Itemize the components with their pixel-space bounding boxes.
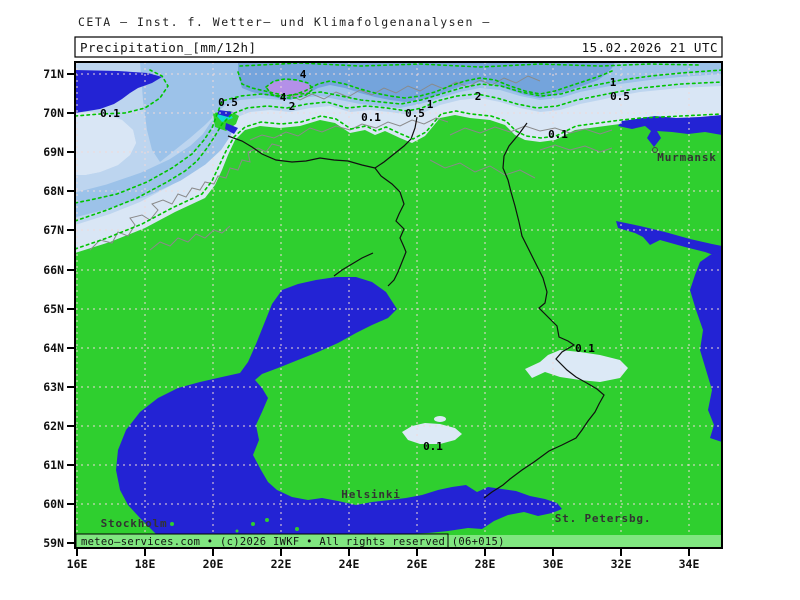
city-label: Murmansk bbox=[657, 151, 716, 164]
coastline-fjords bbox=[539, 144, 613, 153]
copyright-text: meteo–services.com • (c)2026 IWKF • All … bbox=[81, 536, 505, 548]
lat-label: 59N bbox=[43, 536, 64, 550]
lat-label: 61N bbox=[43, 458, 64, 472]
coastline-fjords bbox=[449, 125, 613, 136]
contour-label: 4 bbox=[300, 68, 307, 81]
lon-label: 30E bbox=[543, 557, 564, 571]
lat-label: 65N bbox=[43, 302, 64, 316]
map-decorations: 71N70N69N68N67N66N65N64N63N62N61N60N59N1… bbox=[43, 61, 723, 571]
lon-label: 20E bbox=[203, 557, 224, 571]
lon-label: 16E bbox=[67, 557, 88, 571]
contour-label: 2 bbox=[289, 100, 296, 113]
contour-label: 2 bbox=[475, 90, 482, 103]
precip-patch-0.1-b2 bbox=[434, 416, 446, 422]
city-marker-murmansk bbox=[652, 147, 658, 153]
precip-patch-0.1-a bbox=[525, 350, 628, 382]
precip-pocket-pale-2 bbox=[75, 112, 136, 175]
precip-contour-line bbox=[75, 69, 722, 204]
lat-label: 66N bbox=[43, 263, 64, 277]
title-box bbox=[74, 36, 723, 58]
lon-label: 24E bbox=[339, 557, 360, 571]
city-label: Stockholm bbox=[101, 517, 168, 530]
island-dot bbox=[265, 518, 269, 522]
city-label: St. Petersbg. bbox=[555, 512, 652, 525]
precip-contour-line bbox=[75, 81, 722, 222]
lon-label: 32E bbox=[611, 557, 632, 571]
lat-label: 71N bbox=[43, 67, 64, 81]
header-title: CETA – Inst. f. Wetter– und Klimafolgena… bbox=[78, 15, 491, 29]
datetime-label: 15.02.2026 21 UTC bbox=[582, 40, 718, 55]
lat-label: 69N bbox=[43, 145, 64, 159]
lat-label: 63N bbox=[43, 380, 64, 394]
lon-label: 22E bbox=[271, 557, 292, 571]
lat-label: 68N bbox=[43, 184, 64, 198]
country-border bbox=[483, 122, 605, 499]
island-dot bbox=[170, 522, 174, 526]
product-label: Precipitation_[mm/12h] bbox=[80, 40, 257, 55]
contour-label: 0.1 bbox=[575, 342, 595, 355]
precip-area-0.5 bbox=[75, 62, 722, 225]
precip-contour-line bbox=[75, 69, 169, 117]
lon-label: 26E bbox=[407, 557, 428, 571]
island-dot bbox=[295, 527, 299, 531]
precip-contour-line bbox=[239, 62, 701, 68]
map-layers: meteo–services.com • (c)2026 IWKF • All … bbox=[75, 62, 722, 548]
contour-label: 0.1 bbox=[361, 111, 381, 124]
precip-contour-line bbox=[265, 78, 315, 99]
precip-contour-line bbox=[237, 70, 613, 99]
lat-label: 62N bbox=[43, 419, 64, 433]
island-dot bbox=[235, 529, 239, 533]
contour-label: 0.1 bbox=[100, 107, 120, 120]
island-dot bbox=[251, 522, 255, 526]
contour-label: 0.5 bbox=[405, 107, 425, 120]
country-border bbox=[374, 167, 407, 287]
sea-norwegian-wedge bbox=[75, 70, 162, 113]
sea-white-sea-body bbox=[690, 250, 722, 442]
country-border bbox=[374, 116, 418, 169]
lon-label: 18E bbox=[135, 557, 156, 571]
lon-label: 34E bbox=[679, 557, 700, 571]
coastline-fjords bbox=[149, 225, 231, 251]
contour-label: 4 bbox=[280, 91, 287, 104]
contour-label: 1 bbox=[610, 76, 617, 89]
lat-label: 70N bbox=[43, 106, 64, 120]
lat-label: 64N bbox=[43, 341, 64, 355]
lat-label: 60N bbox=[43, 497, 64, 511]
lon-label: 28E bbox=[475, 557, 496, 571]
coastline-fjords bbox=[429, 159, 536, 179]
sea-baltic-bothnia-finland bbox=[116, 277, 562, 538]
map-frame bbox=[74, 61, 723, 549]
lat-label: 67N bbox=[43, 223, 64, 237]
contour-label: 0.1 bbox=[548, 128, 568, 141]
contour-label: 0.1 bbox=[423, 440, 443, 453]
contour-label: 0.5 bbox=[218, 96, 238, 109]
country-border bbox=[227, 135, 376, 169]
sea-white-sea-arm bbox=[616, 221, 722, 258]
precip-cell-blue-b bbox=[225, 123, 238, 134]
city-label: Helsinki bbox=[341, 488, 400, 501]
contour-label: 0.5 bbox=[610, 90, 630, 103]
contour-label: 1 bbox=[427, 98, 434, 111]
precip-contour-line bbox=[75, 110, 722, 250]
sea-barents-coast bbox=[618, 115, 722, 147]
country-border bbox=[333, 252, 374, 277]
